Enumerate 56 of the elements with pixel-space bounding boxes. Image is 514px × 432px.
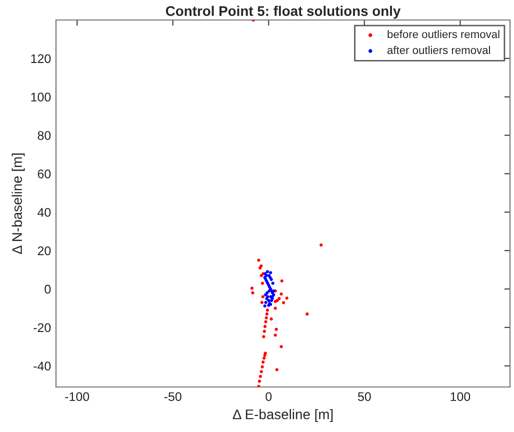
point — [264, 300, 268, 304]
y-tick-label: 100 — [31, 92, 51, 102]
legend-label: before outliers removal — [388, 30, 500, 38]
point — [258, 374, 262, 378]
y-tick-label: 80 — [38, 131, 51, 140]
point — [250, 286, 254, 290]
point — [271, 282, 274, 285]
point — [275, 368, 278, 372]
x-tick-label: 100 — [450, 392, 470, 402]
x-tick-label: 0 — [266, 392, 272, 402]
point — [320, 243, 323, 247]
y-tick-label: 0 — [44, 284, 51, 294]
point — [306, 312, 309, 316]
y-axis-title: Δ N-baseline [m] — [12, 154, 25, 254]
point — [262, 360, 265, 364]
point — [263, 324, 267, 328]
point — [274, 328, 278, 331]
point — [260, 370, 263, 374]
y-tick-label: -40 — [34, 362, 51, 371]
point — [262, 356, 266, 360]
point — [278, 297, 281, 300]
point — [264, 320, 268, 324]
point — [268, 271, 272, 274]
point — [280, 279, 284, 282]
x-tick-label: 50 — [358, 392, 371, 402]
point — [257, 258, 260, 262]
point — [280, 292, 283, 296]
point — [261, 295, 264, 298]
point — [264, 316, 268, 320]
point — [266, 308, 270, 312]
point — [262, 330, 266, 333]
point — [260, 365, 264, 368]
y-tick-label: 40 — [38, 208, 51, 217]
chart-title: Control Point 5: float solutions only — [166, 6, 401, 19]
x-tick-label: -100 — [65, 392, 90, 402]
x-tick-label: -50 — [164, 392, 182, 402]
x-axis-title: Δ E-baseline [m] — [232, 409, 333, 422]
point — [251, 291, 254, 294]
point — [258, 380, 261, 383]
point — [282, 301, 286, 304]
y-tick-label: 20 — [38, 246, 51, 256]
point — [260, 300, 264, 304]
y-tick-label: -20 — [34, 323, 51, 332]
point — [263, 304, 266, 308]
point — [274, 306, 277, 310]
point — [270, 317, 273, 321]
point — [285, 296, 288, 300]
y-tick-label: 60 — [38, 170, 51, 178]
point — [265, 312, 268, 316]
point — [266, 270, 270, 274]
point — [262, 335, 266, 338]
point — [280, 345, 283, 348]
point — [274, 334, 277, 337]
y-tick-label: 120 — [31, 54, 51, 64]
legend-label: after outliers removal — [387, 46, 490, 54]
point — [260, 282, 264, 285]
